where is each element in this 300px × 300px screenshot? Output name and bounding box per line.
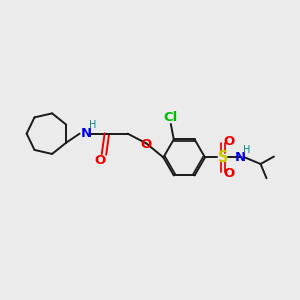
Text: Cl: Cl — [164, 111, 178, 124]
Text: O: O — [224, 167, 235, 180]
Text: N: N — [80, 127, 92, 140]
Text: H: H — [89, 120, 96, 130]
Text: O: O — [95, 154, 106, 167]
Text: S: S — [218, 150, 228, 165]
Text: O: O — [224, 135, 235, 148]
Text: N: N — [235, 151, 246, 164]
Text: H: H — [243, 145, 250, 155]
Text: O: O — [141, 138, 152, 152]
